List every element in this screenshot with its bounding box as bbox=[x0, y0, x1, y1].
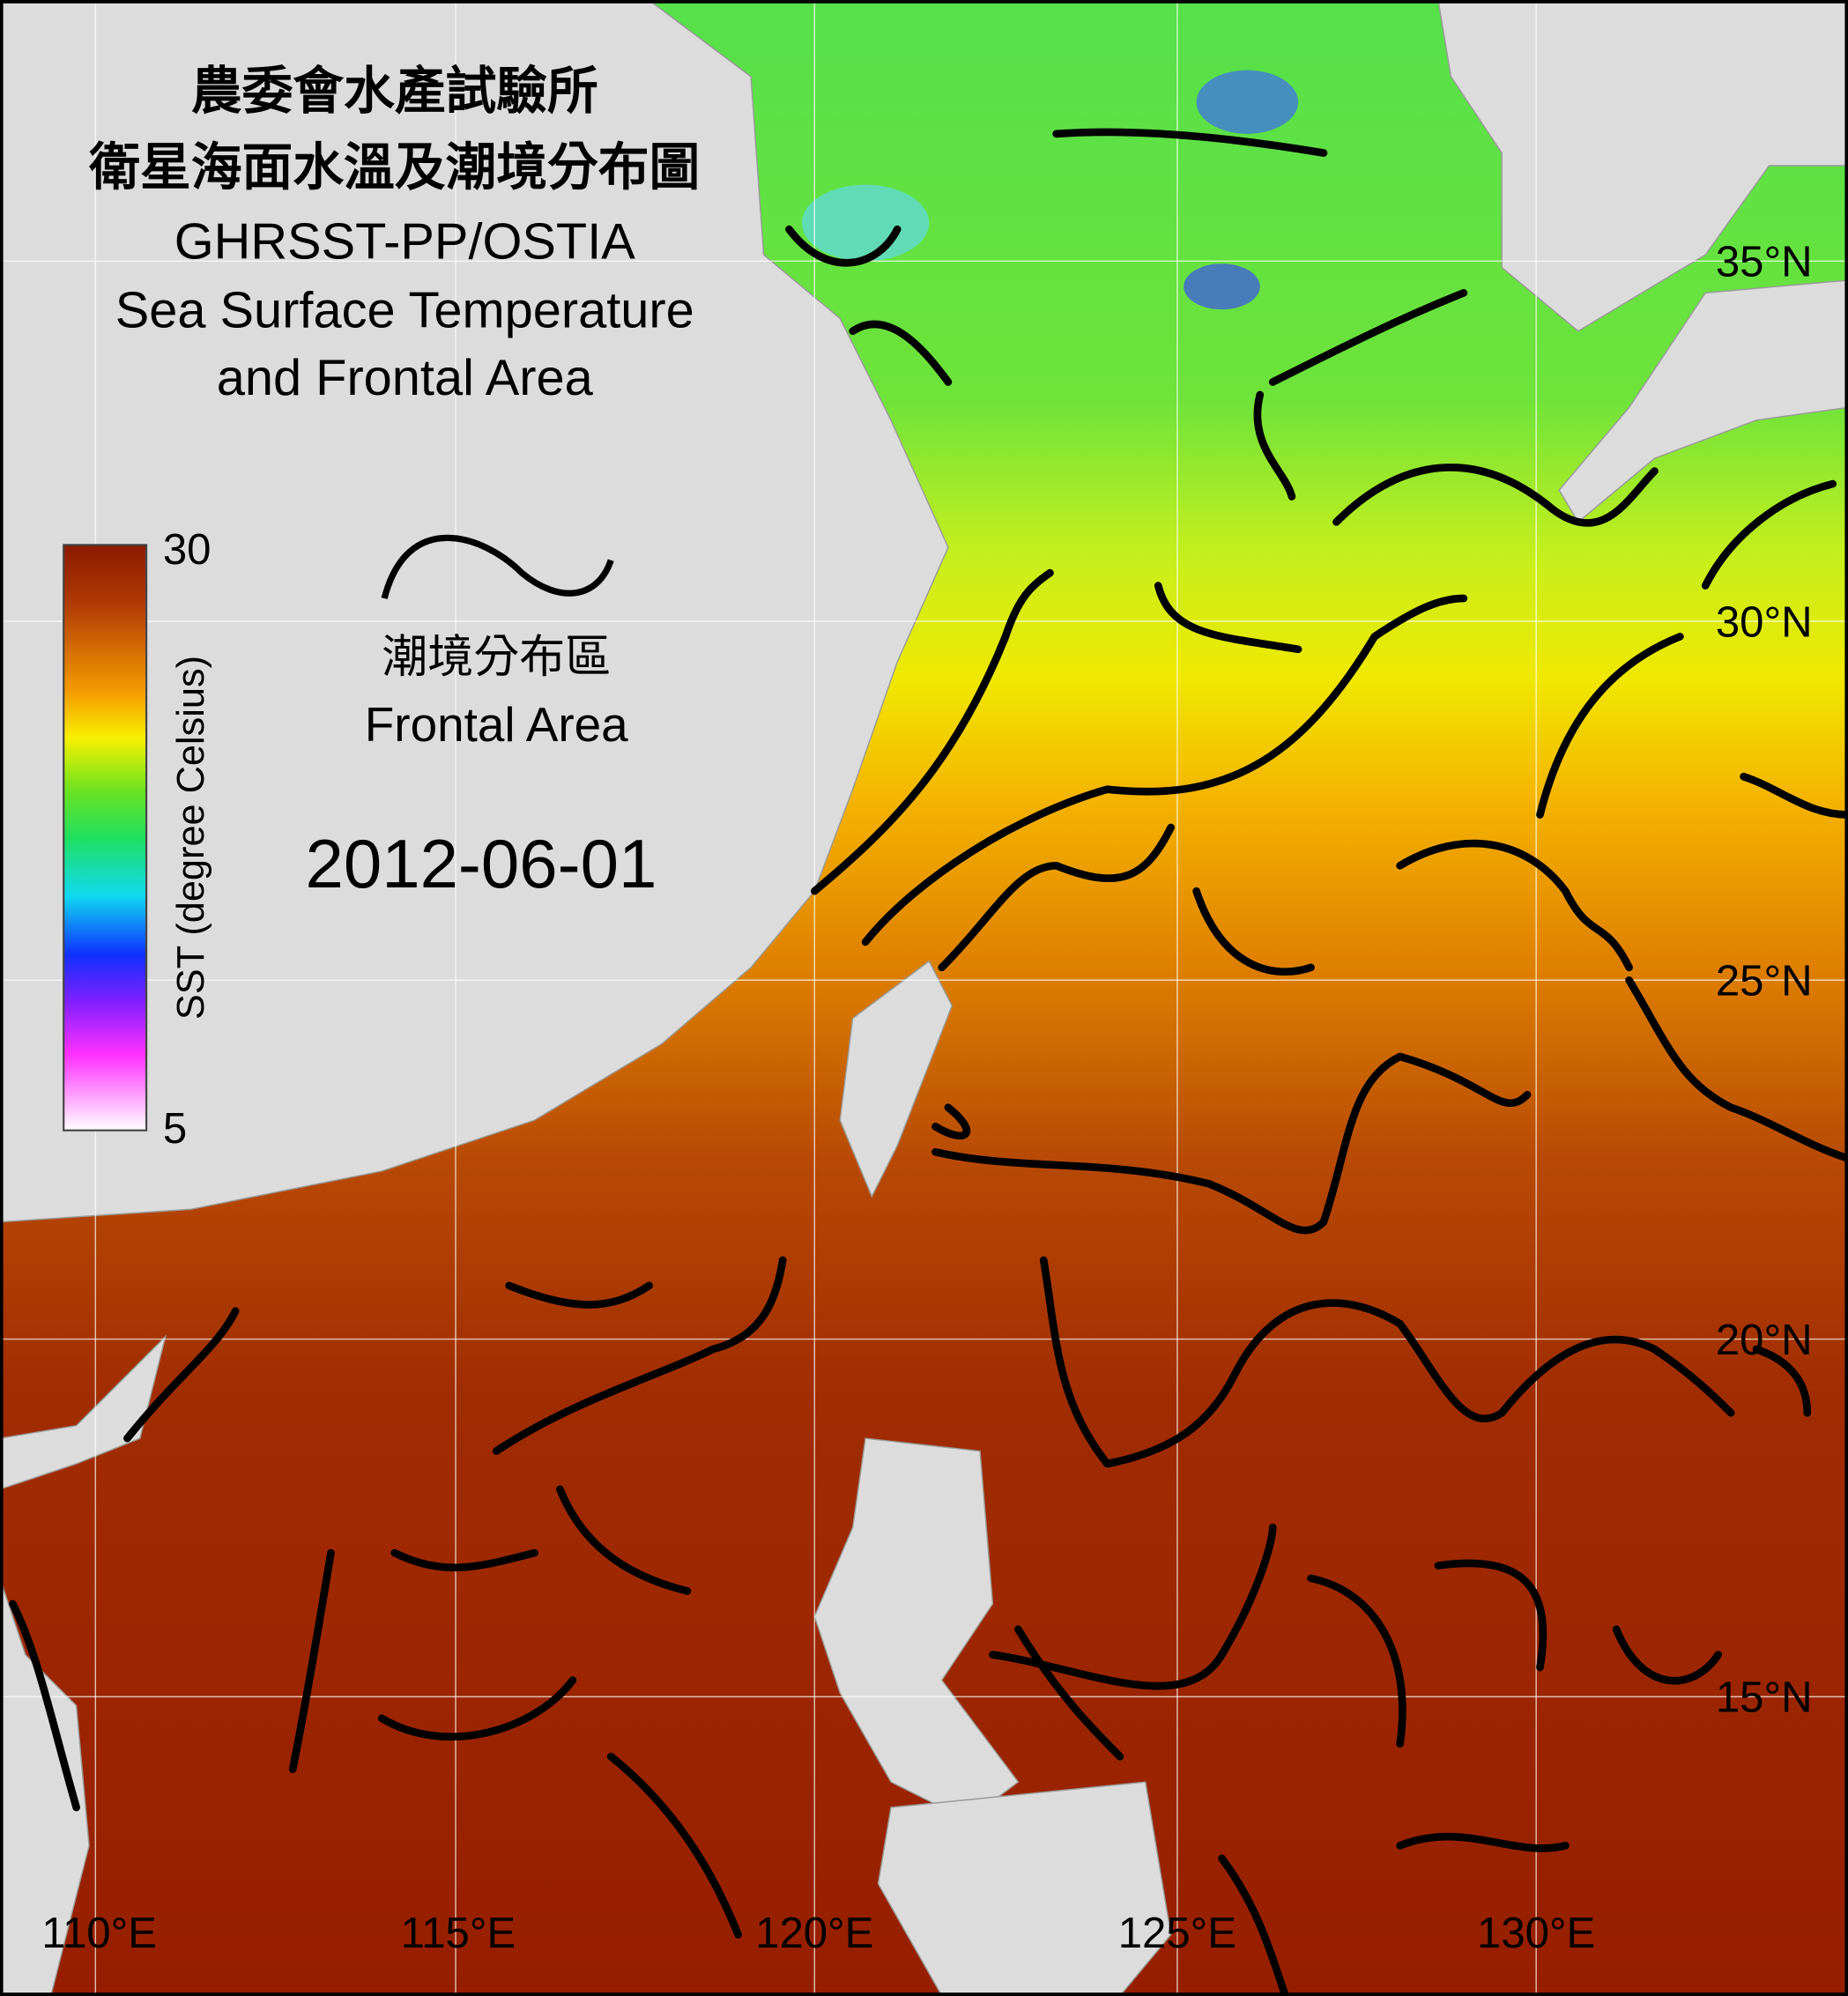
latitude-label: 15°N bbox=[1716, 1674, 1813, 1722]
latitude-label: 30°N bbox=[1716, 598, 1813, 646]
colorbar-label: SST (degree Celsius) bbox=[170, 656, 212, 1020]
latitude-label: 35°N bbox=[1716, 239, 1813, 286]
title-zh-2: 衛星海面水溫及潮境分布圖 bbox=[88, 137, 700, 197]
cold-patch bbox=[1196, 70, 1299, 134]
legend-label-en: Frontal Area bbox=[365, 697, 628, 752]
cold-patch bbox=[801, 184, 930, 262]
longitude-label: 125°E bbox=[1118, 1910, 1236, 1957]
date: 2012-06-01 bbox=[305, 825, 657, 902]
legend-front-symbol bbox=[381, 534, 614, 599]
title-zh-1: 農委會水產試驗所 bbox=[191, 61, 598, 121]
longitude-label: 110°E bbox=[41, 1910, 157, 1957]
latitude-label: 20°N bbox=[1716, 1317, 1813, 1364]
longitude-label: 115°E bbox=[401, 1910, 516, 1957]
longitude-label: 130°E bbox=[1477, 1910, 1595, 1957]
legend-label-zh: 潮境分布區 bbox=[382, 631, 611, 684]
colorbar bbox=[63, 544, 148, 1132]
title-en-1: GHRSST-PP/OSTIA bbox=[174, 213, 636, 270]
colorbar-max: 30 bbox=[163, 526, 212, 574]
colorbar-min: 5 bbox=[163, 1105, 187, 1153]
latitude-label: 25°N bbox=[1716, 958, 1813, 1005]
cold-patch bbox=[1184, 263, 1260, 310]
title-en-3: and Frontal Area bbox=[217, 350, 594, 406]
title-en-2: Sea Surface Temperature bbox=[115, 282, 694, 338]
longitude-label: 120°E bbox=[755, 1910, 873, 1957]
fronts bbox=[9, 128, 1848, 1996]
